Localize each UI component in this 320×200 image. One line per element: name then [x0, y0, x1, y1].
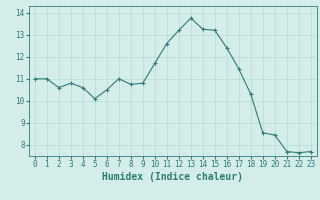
- X-axis label: Humidex (Indice chaleur): Humidex (Indice chaleur): [102, 172, 243, 182]
